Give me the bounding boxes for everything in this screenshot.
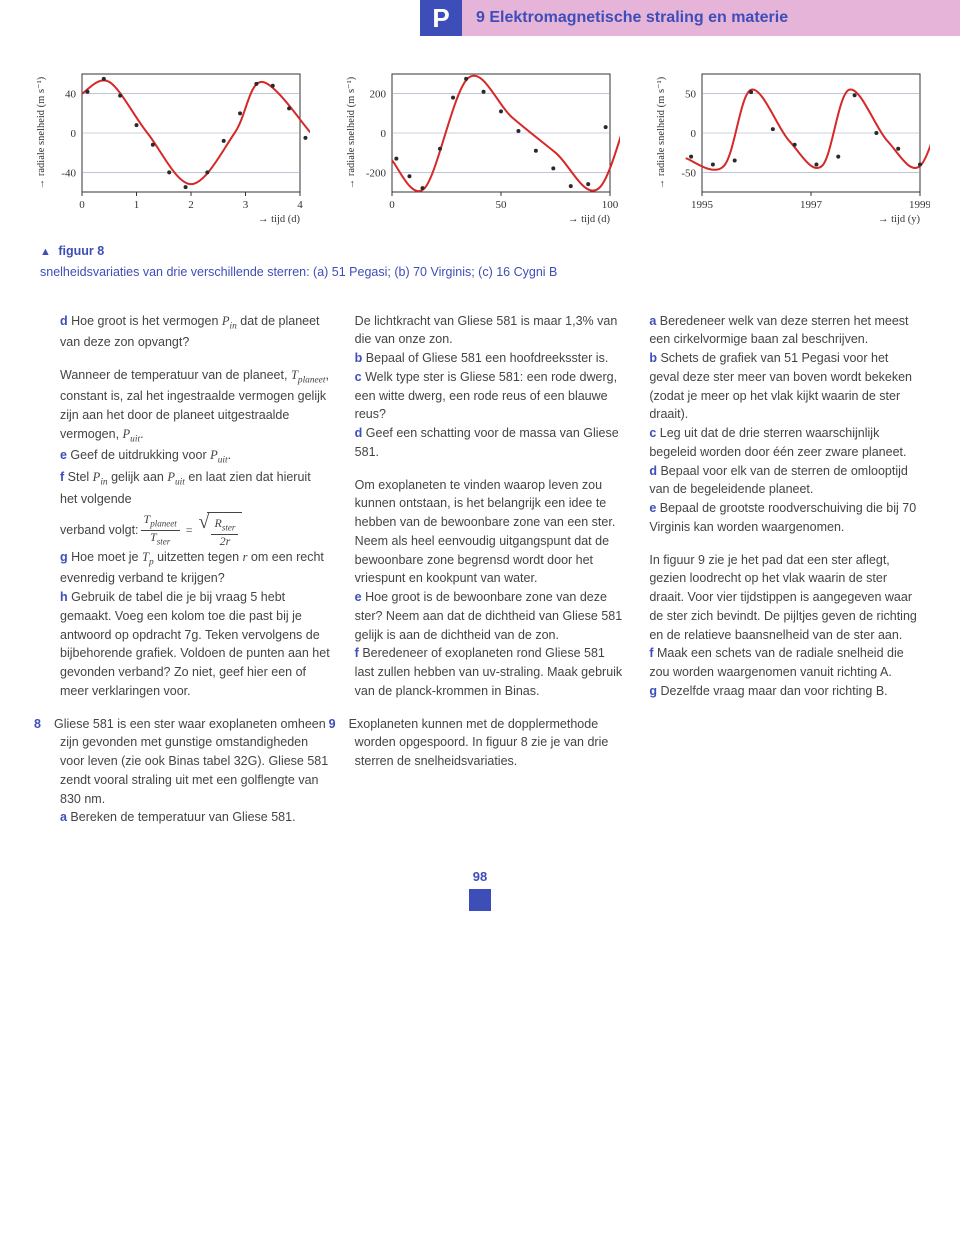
svg-text:0: 0 (71, 128, 77, 140)
triangle-up-icon: ▲ (40, 246, 51, 258)
q-9g: g (649, 684, 657, 698)
svg-text:-40: -40 (61, 167, 76, 179)
svg-text:→ tijd (d): → tijd (d) (258, 214, 300, 225)
q-g: g (60, 550, 68, 564)
q-h: h (60, 590, 68, 604)
figure-label: figuur 8 (58, 244, 104, 258)
q-e: e (60, 448, 67, 462)
page-number: 98 (0, 857, 960, 907)
svg-text:0: 0 (389, 199, 395, 211)
column-2: De lichtkracht van Gliese 581 is maar 1,… (355, 312, 626, 828)
q-8a: a (60, 810, 67, 824)
svg-text:2: 2 (188, 199, 194, 211)
svg-text:-50: -50 (681, 167, 696, 179)
equation: Tplaneet Tster = √ Rster 2r (139, 512, 243, 547)
header-title: 9 Elektromagnetische straling en materie (462, 0, 960, 36)
svg-text:3: 3 (243, 199, 249, 211)
svg-text:1: 1 (134, 199, 140, 211)
q-9b: b (649, 351, 657, 365)
svg-text:→ radiale snelheid (m s⁻¹): → radiale snelheid (m s⁻¹) (346, 76, 357, 189)
svg-text:1995: 1995 (691, 199, 714, 211)
column-1: d Hoe groot is het vermogen Pin dat de p… (60, 312, 331, 828)
svg-text:0: 0 (79, 199, 85, 211)
chart-a: -40 0 40 0 1 2 3 4 → radiale snelheid (m s⁻¹) → t… (30, 66, 310, 226)
svg-text:→ radiale snelheid (m s⁻¹): → radiale snelheid (m s⁻¹) (656, 76, 667, 189)
q-9: 9 (329, 715, 349, 734)
svg-text:4: 4 (297, 199, 303, 211)
svg-text:100: 100 (602, 199, 619, 211)
figure-caption: snelheidsvariaties van drie verschillend… (0, 263, 960, 302)
column-3: a Beredeneer welk van deze sterren het m… (649, 312, 920, 828)
svg-text:0: 0 (691, 128, 697, 140)
svg-text:→ tijd (d): → tijd (d) (568, 214, 610, 225)
svg-text:-200: -200 (366, 167, 387, 179)
q-8e: e (355, 590, 362, 604)
svg-text:1999: 1999 (909, 199, 930, 211)
svg-text:50: 50 (685, 89, 697, 101)
chart-b: -200 0 200 0 50 100 → radiale snelheid (m s⁻¹)… (340, 66, 620, 226)
svg-text:50: 50 (496, 199, 508, 211)
svg-text:→ tijd (y): → tijd (y) (878, 214, 920, 225)
figure-label-row: ▲ figuur 8 (0, 238, 960, 263)
q-d: d (60, 314, 68, 328)
q-8: 8 (34, 715, 54, 734)
q-9d: d (649, 464, 657, 478)
charts-row: -40 0 40 0 1 2 3 4 → radiale snelheid (m s⁻¹) → t… (0, 36, 960, 238)
chart-c: -50 0 50 1995 1997 1999 → radiale snelheid (m … (650, 66, 930, 226)
body-columns: d Hoe groot is het vermogen Pin dat de p… (0, 302, 960, 858)
svg-text:40: 40 (65, 89, 77, 101)
page-header: P 9 Elektromagnetische straling en mater… (0, 0, 960, 36)
page-number-bar-icon (469, 889, 491, 911)
header-letter: P (420, 0, 462, 36)
svg-text:→ radiale snelheid (m s⁻¹): → radiale snelheid (m s⁻¹) (36, 76, 47, 189)
q-8c: c (355, 370, 362, 384)
svg-text:200: 200 (370, 89, 387, 101)
svg-text:0: 0 (381, 128, 387, 140)
svg-text:1997: 1997 (800, 199, 823, 211)
